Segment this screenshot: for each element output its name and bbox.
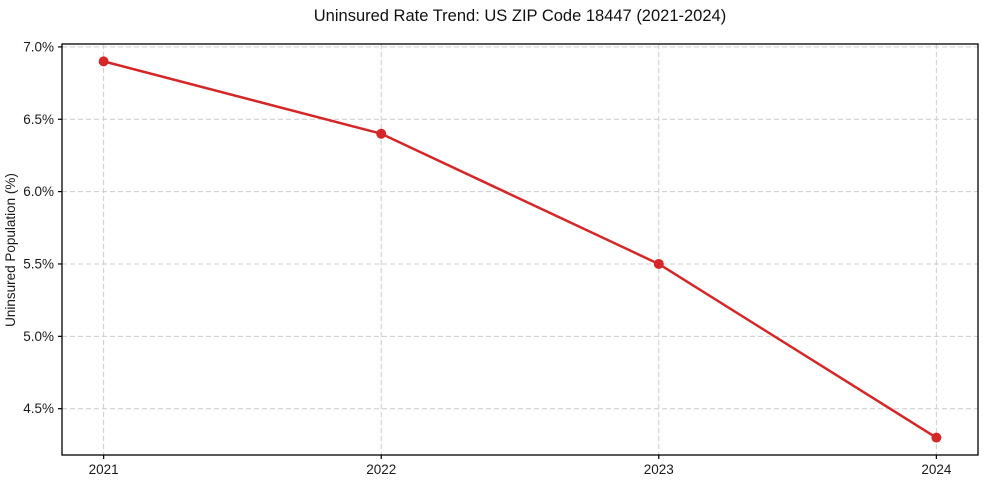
x-tick-label: 2023 — [644, 462, 674, 477]
x-tick-label: 2024 — [921, 462, 952, 477]
chart-title: Uninsured Rate Trend: US ZIP Code 18447 … — [314, 7, 726, 25]
data-point — [98, 56, 109, 67]
trend-line — [102, 60, 938, 439]
plot-area: 4.5% 5.0% 5.5% 6.0% 6.5% 7.0% 2021 2022 2023 2024 — [23, 39, 979, 477]
data-point — [931, 432, 942, 443]
data-point — [376, 128, 387, 139]
data-point — [653, 258, 664, 269]
y-tick-label: 6.5% — [23, 112, 54, 127]
x-tick-label: 2022 — [366, 462, 396, 477]
y-axis-label: Uninsured Population (%) — [3, 173, 18, 327]
y-tick-label: 7.0% — [23, 39, 54, 54]
y-tick-label: 5.0% — [23, 329, 54, 344]
y-tick-label: 4.5% — [23, 401, 54, 416]
x-tick-label: 2021 — [89, 462, 119, 477]
plot-border — [61, 43, 979, 456]
y-tick-label: 5.5% — [23, 256, 54, 271]
y-tick-label: 6.0% — [23, 184, 54, 199]
